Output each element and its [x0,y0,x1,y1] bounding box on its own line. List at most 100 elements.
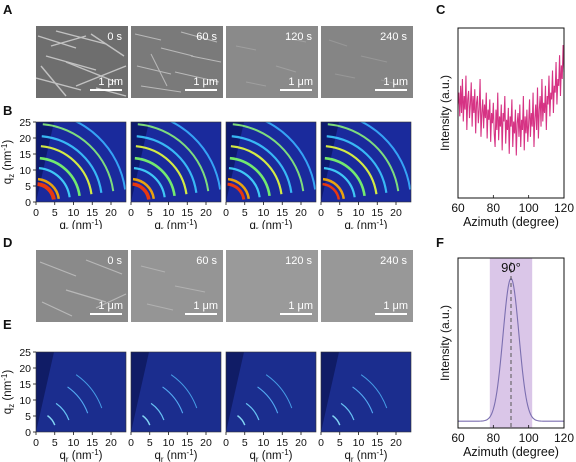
giwaxs-frame [35,121,127,203]
y-tick-label: 20 [19,363,31,375]
y-tick-label: 25 [19,347,31,359]
x-axis-label: qr (nm-1) [59,218,102,229]
x-tick-label: 10 [353,207,365,219]
giwaxs-pattern [321,122,411,202]
y-tick-label: 15 [19,149,31,161]
x-tick-label: 5 [337,437,343,449]
x-tick-label: 10 [68,437,80,449]
sem-time-label: 120 s [285,31,312,43]
panel-label-a: A [3,2,13,17]
giwaxs-ring [237,415,246,426]
giwaxs-wedge [226,352,244,432]
x-tick-label: 5 [147,437,153,449]
x-tick-label: 15 [86,207,98,219]
giwaxs-ring [231,135,293,193]
x-tick-label: 80 [487,201,501,215]
scalebar [185,89,217,91]
giwaxs-ring [352,386,374,414]
sem-time-label: 60 s [196,255,217,267]
x-tick-label: 0 [33,437,39,449]
sem-d-0s: 0 s 1 μm [36,250,128,322]
x-tick-label: 0 [223,207,229,219]
sem-d-120s: 120 s 1 μm [226,250,318,322]
sem-texture [39,259,127,317]
series-line [457,44,565,156]
x-tick-label: 5 [147,207,153,219]
sem-time-label: 0 s [107,255,122,267]
giwaxs-ring [232,123,305,192]
scalebar [280,313,312,315]
scalebar [90,313,122,315]
panel-label-b: B [3,103,13,118]
giwaxs-background [131,122,221,202]
sem-time-label: 120 s [285,255,312,267]
giwaxs-ring [150,402,165,421]
scalebar-label: 1 μm [288,76,313,88]
giwaxs-ring [264,122,316,190]
x-tick-label: 5 [242,437,248,449]
scalebar-label: 1 μm [383,300,408,312]
giwaxs-ring [323,167,356,198]
panel-label-f: F [436,235,444,250]
giwaxs-pattern [36,122,126,202]
giwaxs-ring [42,123,115,192]
x-tick-label: 20 [105,437,117,449]
giwaxs-ring [326,135,388,193]
giwaxs-ring [324,156,366,197]
plot-frame [457,257,565,429]
x-tick-label: 20 [295,207,307,219]
sem-a-120s: 120 s 1 μm [226,26,318,98]
y-tick-label: 10 [19,395,31,407]
x-tick-label: 15 [371,207,383,219]
giwaxs-ring [322,182,341,200]
giwaxs-ring [55,402,70,421]
giwaxs-ring [230,145,283,195]
giwaxs-ring [74,122,126,190]
sem-a-0s: 0 s 1 μm [36,26,128,98]
x-axis-label: qr (nm-1) [59,448,102,462]
x-tick-label: 120 [554,431,574,445]
x-tick-label: 5 [337,207,343,219]
giwaxs-ring [39,156,81,197]
x-tick-label: 15 [86,437,98,449]
sem-d-240s: 240 s 1 μm [321,250,413,322]
giwaxs-ring [360,374,388,409]
scalebar-label: 1 μm [193,76,218,88]
x-axis-label: qr (nm-1) [249,218,292,229]
giwaxs-ring [41,135,103,193]
x-tick-label: 0 [318,437,324,449]
giwaxs-ring [340,402,355,421]
x-tick-label: 15 [371,437,383,449]
giwaxs-ring [142,415,151,426]
giwaxs-pattern [131,122,221,202]
y-axis-label: qz (nm-1) [0,140,16,185]
giwaxs-ring [229,156,271,197]
x-axis-label: qr (nm-1) [344,448,387,462]
x-tick-label: 20 [390,437,402,449]
sem-texture [134,31,222,93]
y-tick-label: 15 [19,379,31,391]
x-tick-label: 10 [163,207,175,219]
giwaxs-ring [162,386,184,414]
y-tick-label: 25 [19,117,31,129]
y-tick-label: 5 [25,411,31,423]
giwaxs-ring [132,182,151,200]
giwaxs-ring [135,145,188,195]
sem-time-label: 240 s [380,31,407,43]
giwaxs-pattern [36,352,126,432]
x-axis-label: qr (nm-1) [154,448,197,462]
x-tick-label: 5 [242,207,248,219]
x-tick-label: 120 [554,201,574,215]
scalebar [280,89,312,91]
giwaxs-ring [265,374,293,409]
giwaxs-pattern [131,352,221,432]
x-tick-label: 20 [105,207,117,219]
scalebar [375,313,407,315]
sem-time-label: 60 s [196,31,217,43]
giwaxs-wedge [226,122,244,202]
scalebar-label: 1 μm [383,76,408,88]
x-tick-label: 15 [181,437,193,449]
x-tick-label: 15 [276,207,288,219]
giwaxs-ring [359,122,411,190]
x-tick-label: 20 [295,437,307,449]
